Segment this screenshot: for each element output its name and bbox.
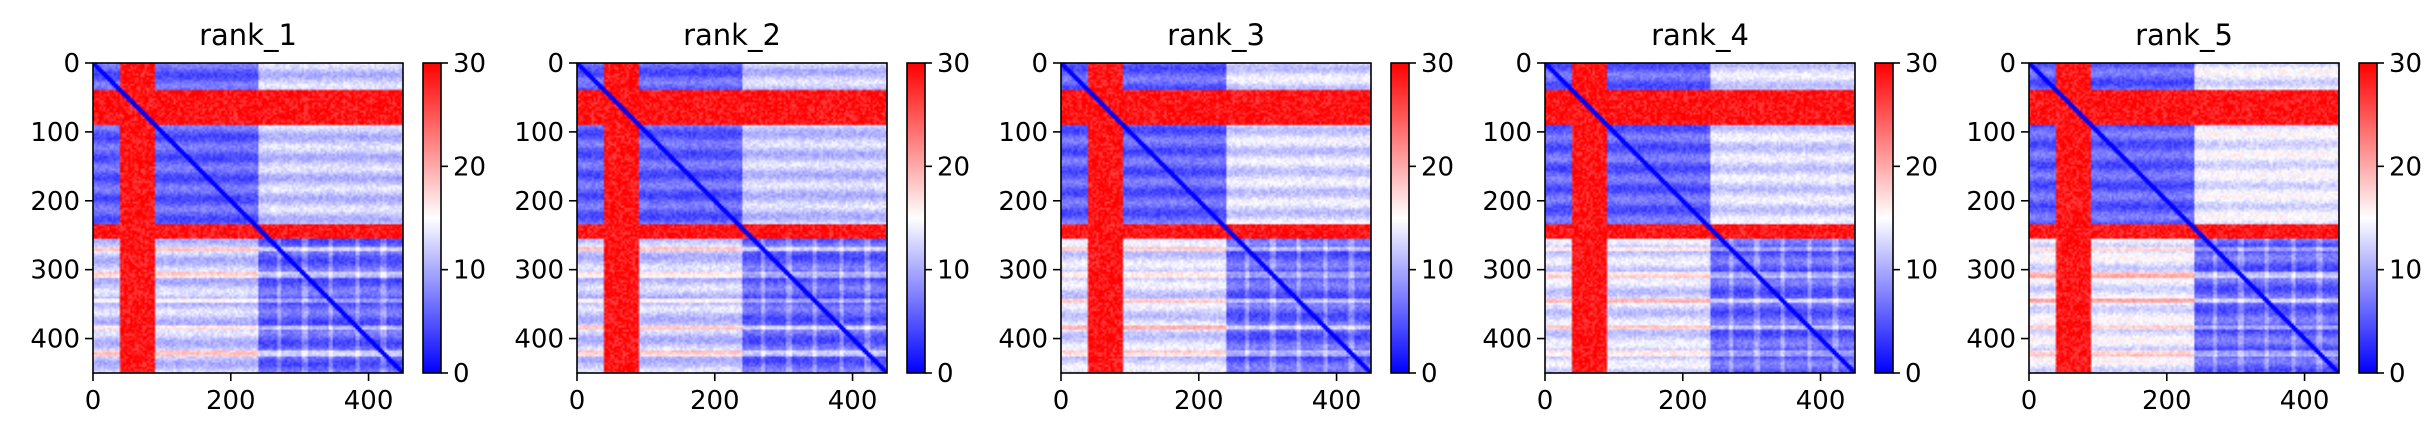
heatmap-image xyxy=(93,63,403,373)
colorbar xyxy=(907,63,925,373)
plot-frame xyxy=(1544,62,1856,374)
x-tick-label: 400 xyxy=(828,386,878,416)
y-tick-label: 100 xyxy=(514,118,564,148)
x-tick-label: 200 xyxy=(1658,386,1708,416)
heatmap-image xyxy=(1545,63,1855,373)
x-tick-label: 200 xyxy=(2142,386,2192,416)
x-tick-label: 200 xyxy=(1174,386,1224,416)
heatmap-panel-1: rank_1 0 200 400 0 100 200 300 400 0 10 20 30 xyxy=(30,18,486,416)
colorbar-tick-label: 20 xyxy=(453,152,486,182)
colorbar xyxy=(1391,63,1409,373)
plot-frame xyxy=(1060,62,1372,374)
y-tick-label: 100 xyxy=(30,118,80,148)
x-tick-label: 400 xyxy=(1796,386,1846,416)
heatmap-panel-5: rank_5 0 200 400 0 100 200 300 400 0 10 20 30 xyxy=(1966,18,2422,416)
y-tick-label: 400 xyxy=(514,325,564,355)
colorbar-tick-label: 0 xyxy=(2389,359,2406,389)
y-tick-label: 300 xyxy=(1966,256,2016,286)
colorbar-tick-label: 10 xyxy=(937,256,970,286)
colorbar-tick-label: 20 xyxy=(1421,152,1454,182)
colorbar-tick-label: 10 xyxy=(453,256,486,286)
x-tick-label: 400 xyxy=(2280,386,2330,416)
y-tick-label: 200 xyxy=(30,187,80,217)
heatmap-image xyxy=(1061,63,1371,373)
y-tick-label: 200 xyxy=(1482,187,1532,217)
panel-title: rank_2 xyxy=(683,18,781,52)
colorbar-tick-label: 10 xyxy=(2389,256,2422,286)
x-tick-label: 400 xyxy=(344,386,394,416)
y-tick-label: 400 xyxy=(1482,325,1532,355)
colorbar-tick-label: 0 xyxy=(1421,359,1438,389)
x-tick-label: 0 xyxy=(85,386,102,416)
y-tick-label: 300 xyxy=(998,256,1048,286)
x-tick-label: 0 xyxy=(2021,386,2038,416)
x-tick-label: 0 xyxy=(1053,386,1070,416)
y-tick-label: 100 xyxy=(998,118,1048,148)
colorbar-frame xyxy=(422,62,442,374)
panel-title: rank_3 xyxy=(1167,18,1265,52)
colorbar-tick-label: 10 xyxy=(1905,256,1938,286)
colorbar-frame xyxy=(1874,62,1894,374)
panel-title: rank_1 xyxy=(199,18,297,52)
x-tick-label: 200 xyxy=(690,386,740,416)
plot-frame xyxy=(92,62,404,374)
y-tick-label: 400 xyxy=(1966,325,2016,355)
y-tick-label: 300 xyxy=(1482,256,1532,286)
y-tick-label: 300 xyxy=(514,256,564,286)
plot-frame xyxy=(576,62,888,374)
plot-frame xyxy=(2028,62,2340,374)
heatmap-panel-4: rank_4 0 200 400 0 100 200 300 400 0 10 20 30 xyxy=(1482,18,1938,416)
y-tick-label: 0 xyxy=(63,49,80,79)
panel-title: rank_4 xyxy=(1651,18,1749,52)
heatmap-panel-3: rank_3 0 200 400 0 100 200 300 400 0 10 20 30 xyxy=(998,18,1454,416)
y-tick-label: 0 xyxy=(1999,49,2016,79)
y-tick-label: 300 xyxy=(30,256,80,286)
colorbar-tick-label: 0 xyxy=(1905,359,1922,389)
colorbar-tick-label: 30 xyxy=(1421,49,1454,79)
x-tick-label: 0 xyxy=(1537,386,1554,416)
y-tick-label: 400 xyxy=(30,325,80,355)
y-tick-label: 0 xyxy=(547,49,564,79)
heatmap-image xyxy=(2029,63,2339,373)
y-tick-label: 200 xyxy=(514,187,564,217)
y-tick-label: 400 xyxy=(998,325,1048,355)
x-tick-label: 0 xyxy=(569,386,586,416)
colorbar-tick-label: 30 xyxy=(2389,49,2422,79)
y-tick-label: 100 xyxy=(1966,118,2016,148)
colorbar-tick-label: 20 xyxy=(2389,152,2422,182)
colorbar-tick-label: 30 xyxy=(1905,49,1938,79)
colorbar xyxy=(423,63,441,373)
x-tick-label: 400 xyxy=(1312,386,1362,416)
colorbar-tick-label: 0 xyxy=(453,359,470,389)
y-tick-label: 200 xyxy=(998,187,1048,217)
y-tick-label: 0 xyxy=(1515,49,1532,79)
colorbar-tick-label: 20 xyxy=(937,152,970,182)
panel-title: rank_5 xyxy=(2135,18,2233,52)
heatmap-panel-2: rank_2 0 200 400 0 100 200 300 400 0 10 20 30 xyxy=(514,18,970,416)
y-tick-label: 0 xyxy=(1031,49,1048,79)
colorbar-tick-label: 0 xyxy=(937,359,954,389)
colorbar-tick-label: 30 xyxy=(453,49,486,79)
y-tick-label: 200 xyxy=(1966,187,2016,217)
y-tick-label: 100 xyxy=(1482,118,1532,148)
colorbar-tick-label: 20 xyxy=(1905,152,1938,182)
colorbar-frame xyxy=(2358,62,2378,374)
colorbar xyxy=(1875,63,1893,373)
colorbar-tick-label: 10 xyxy=(1421,256,1454,286)
heatmap-image xyxy=(577,63,887,373)
colorbar-frame xyxy=(1390,62,1410,374)
colorbar-frame xyxy=(906,62,926,374)
colorbar xyxy=(2359,63,2377,373)
colorbar-tick-label: 30 xyxy=(937,49,970,79)
x-tick-label: 200 xyxy=(206,386,256,416)
